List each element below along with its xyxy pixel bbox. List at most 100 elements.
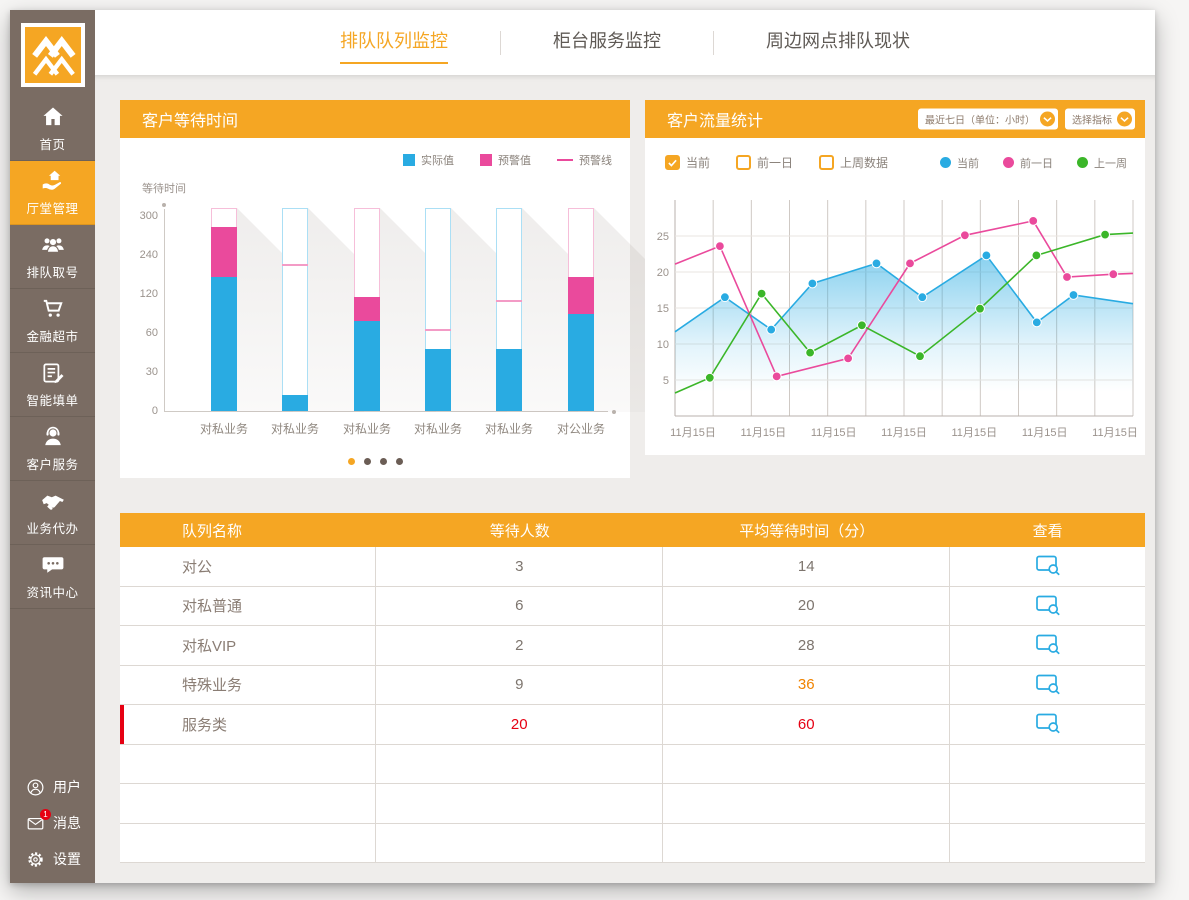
y-axis-tick: 30 [145, 366, 158, 378]
legend-square-swatch [480, 154, 492, 166]
checkbox-上周数据[interactable]: 上周数据 [819, 154, 888, 171]
tab-周边网点排队现状[interactable]: 周边网点排队现状 [766, 31, 910, 51]
sidebar-item-label: 业务代办 [26, 522, 79, 536]
sidebar-item-智能填单[interactable]: 智能填单 [10, 353, 95, 417]
checkbox-box[interactable] [736, 155, 752, 170]
queue-number-icon [40, 232, 66, 258]
view-detail-icon[interactable] [1035, 554, 1061, 578]
tab-排队队列监控[interactable]: 排队队列监控 [340, 21, 448, 64]
tab-柜台服务监控[interactable]: 柜台服务监控 [553, 31, 661, 51]
content-area: 客户等待时间 实际值 预警值 预警线 等待时间 0 30 60 120 240 300 对私业… [95, 75, 1155, 883]
pagination-dot-4[interactable] [395, 458, 403, 465]
avg-wait-cell: 28 [663, 626, 951, 665]
pagination-dot-3[interactable] [379, 458, 387, 465]
dropdown-选择指标[interactable]: 选择指标 [1065, 108, 1135, 130]
panel-customer-flow: 客户流量统计 最近七日（单位：小时） 选择指标 当前 前一日 上周数据 当前 前一日… [645, 100, 1145, 455]
notification-badge: 1 [40, 808, 51, 820]
utility-设置[interactable]: 设置 [10, 841, 95, 877]
svg-text:11月15日: 11月15日 [881, 427, 927, 439]
x-axis-category-label: 对私业务 [270, 422, 319, 436]
sidebar-item-label: 资讯中心 [26, 586, 79, 600]
utility-用户[interactable]: 用户 [10, 769, 95, 805]
app-window: 首页 厅堂管理 排队取号 金融超市 智能填单 客户服务 业务代办 资讯中心 用户… [10, 10, 1155, 883]
sidebar-item-label: 首页 [39, 138, 66, 152]
pagination-dot-2[interactable] [363, 458, 371, 465]
pagination-dot-1[interactable] [347, 458, 355, 465]
legend-item-实际值: 实际值 [403, 152, 454, 168]
business-agency-icon [40, 488, 66, 514]
sidebar-nav: 首页 厅堂管理 排队取号 金融超市 智能填单 客户服务 业务代办 资讯中心 [10, 97, 95, 609]
home-icon [40, 104, 66, 130]
view-cell [950, 705, 1145, 744]
panel-header: 客户流量统计 最近七日（单位：小时） 选择指标 [645, 100, 1145, 138]
panel-title: 客户等待时间 [142, 113, 239, 130]
topbar: 排队队列监控 柜台服务监控 周边网点排队现状 [95, 10, 1155, 75]
line-chart: 5 10 15 20 25 11月15日 11月15日 11月15日 11月15日 11月… [657, 200, 1138, 439]
sidebar-item-业务代办[interactable]: 业务代办 [10, 481, 95, 545]
x-axis-category-label: 对公业务 [556, 422, 605, 436]
sidebar-item-金融超市[interactable]: 金融超市 [10, 289, 95, 353]
checkbox-box[interactable] [819, 155, 835, 170]
bar-chart-y-axis-title: 等待时间 [142, 183, 186, 195]
dropdown-最近七日（单位：小时）[interactable]: 最近七日（单位：小时） [918, 108, 1058, 130]
svg-text:11月15日: 11月15日 [952, 427, 998, 439]
bar-chart-plot: 0 30 60 120 240 300 对私业务 对私业务 对私业务 对私业务 对私业务 … [140, 203, 650, 436]
sidebar-item-厅堂管理[interactable]: 厅堂管理 [10, 161, 95, 225]
view-detail-icon[interactable] [1035, 712, 1061, 736]
y-axis-tick: 60 [145, 327, 158, 339]
panel-header-controls: 最近七日（单位：小时） 选择指标 [918, 108, 1135, 130]
table-row-empty [120, 744, 1145, 784]
svg-text:20: 20 [657, 267, 669, 279]
panel-title: 客户流量统计 [667, 113, 764, 130]
view-detail-icon[interactable] [1035, 673, 1061, 697]
bar-outline [282, 208, 308, 411]
bar-1: 对私业务 [200, 208, 293, 436]
actual-value-segment [211, 277, 237, 411]
svg-text:5: 5 [663, 375, 669, 387]
view-cell [950, 547, 1145, 586]
view-cell [950, 626, 1145, 665]
sidebar-item-客户服务[interactable]: 客户服务 [10, 417, 95, 481]
table-row-对公: 对公 3 14 [120, 547, 1145, 587]
queue-name-cell: 对公 [120, 547, 377, 586]
table-column-header: 队列名称 [182, 522, 243, 540]
table-column-header: 查看 [1032, 522, 1063, 540]
checkbox-前一日[interactable]: 前一日 [736, 154, 793, 171]
sidebar-item-资讯中心[interactable]: 资讯中心 [10, 545, 95, 609]
checkbox-box[interactable] [665, 155, 680, 170]
panel-header: 客户等待时间 [120, 100, 630, 138]
view-detail-icon[interactable] [1035, 633, 1061, 657]
checkbox-当前[interactable]: 当前 [665, 154, 710, 171]
legend-line-swatch [557, 159, 573, 161]
view-detail-icon[interactable] [1035, 594, 1061, 618]
warn-value-segment [568, 277, 594, 314]
view-cell [950, 666, 1145, 705]
sidebar-item-label: 排队取号 [26, 266, 79, 280]
bar-shadow [594, 208, 650, 412]
warn-value-segment [211, 227, 237, 278]
top-tabs: 排队队列监控 柜台服务监控 周边网点排队现状 [288, 21, 962, 64]
queue-table: 队列名称 等待人数 平均等待时间（分） 查看 对公 3 14 对私普通 6 20 对私… [120, 513, 1145, 863]
user-icon [26, 778, 45, 797]
bar-3: 对私业务 [343, 208, 436, 436]
svg-text:11月15日: 11月15日 [670, 427, 716, 439]
waiting-count-cell: 2 [376, 626, 664, 665]
legend-item-预警线: 预警线 [557, 152, 612, 168]
warn-line [282, 264, 308, 267]
legend-item-前一日: 前一日 [1003, 155, 1053, 171]
avg-wait-cell: 20 [663, 586, 951, 625]
table-row-empty [120, 823, 1145, 863]
y-axis-tick: 120 [139, 288, 158, 300]
financial-market-icon [40, 296, 66, 322]
y-axis-tick: 300 [139, 210, 158, 222]
waiting-count-cell: 20 [376, 705, 664, 744]
avg-wait-cell: 36 [663, 665, 951, 704]
sidebar-item-排队取号[interactable]: 排队取号 [10, 225, 95, 289]
queue-name-cell: 特殊业务 [120, 665, 377, 704]
sidebar-item-首页[interactable]: 首页 [10, 97, 95, 161]
utility-消息[interactable]: 1 消息 [10, 805, 95, 841]
svg-text:11月15日: 11月15日 [811, 427, 857, 439]
waiting-count-cell: 6 [376, 586, 664, 625]
y-axis-tick: 240 [139, 249, 158, 261]
table-header-row: 队列名称 等待人数 平均等待时间（分） 查看 [120, 513, 1145, 547]
